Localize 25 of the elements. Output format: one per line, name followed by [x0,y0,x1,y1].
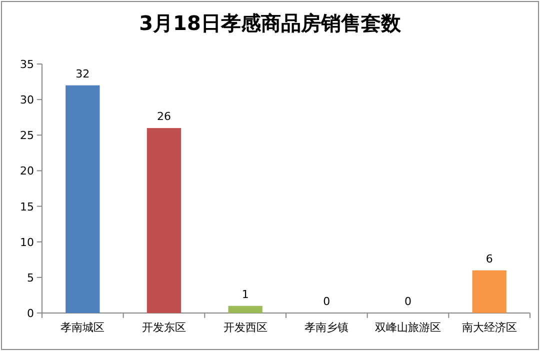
data-label: 0 [323,295,330,308]
data-label: 32 [76,67,90,80]
x-tick-label: 开发西区 [223,321,268,334]
x-tick-label: 孝南乡镇 [304,321,349,334]
y-tick-label: 5 [27,271,34,284]
y-tick-label: 20 [20,164,34,178]
x-tick-label: 开发东区 [142,321,186,334]
y-tick-label: 0 [27,307,34,320]
y-tick-label: 15 [20,200,34,214]
x-tick-label: 双峰山旅游区 [375,321,441,334]
bar [228,306,262,313]
y-tick-label: 25 [20,129,34,142]
bar [66,85,100,313]
x-tick-label: 南大经济区 [462,321,517,334]
y-tick-label: 30 [20,94,34,107]
y-tick-label: 35 [20,58,34,71]
data-label: 1 [242,288,249,301]
data-label: 26 [157,110,171,124]
data-label: 0 [404,295,412,308]
bar [146,128,182,313]
x-tick-label: 孝南城区 [60,321,105,334]
data-label: 6 [486,252,493,266]
chart-title: 3月18日孝感商品房销售套数 [139,11,402,35]
bar [472,270,506,313]
y-tick-label: 10 [20,236,34,249]
